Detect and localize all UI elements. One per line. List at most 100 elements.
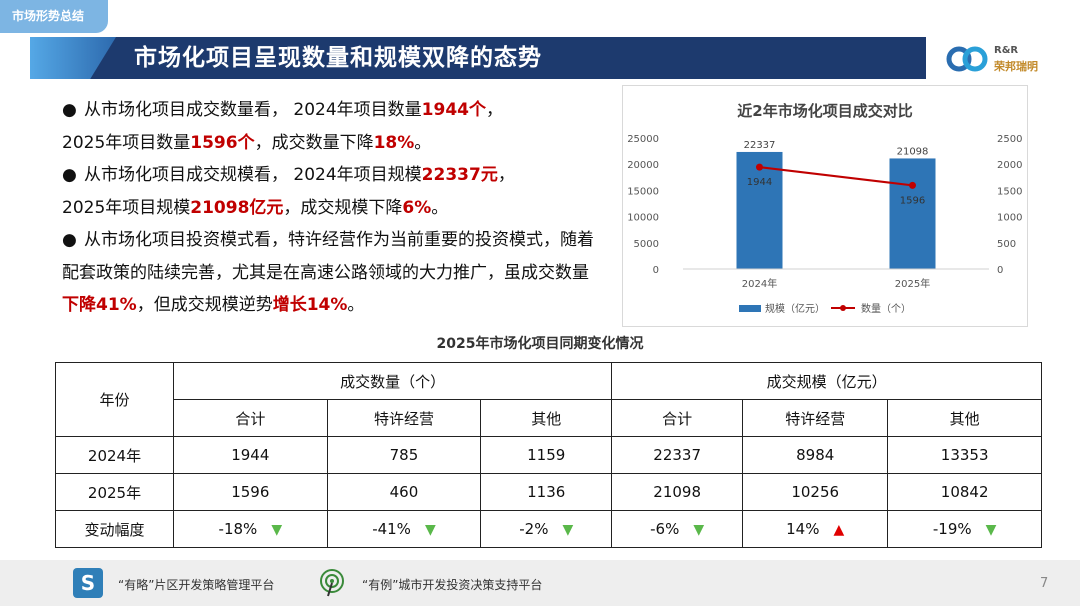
highlight: 21098亿元 [190,197,284,218]
x-axis-tick: 2025年 [895,277,930,290]
bar [889,158,936,269]
group-header-scale: 成交规模（亿元） [611,362,1042,400]
change-cell: -6% ▼ [611,510,744,548]
series-line [759,166,913,187]
table-cell: 1136 [480,473,613,511]
left-axis-tick: 0 [653,265,659,276]
table-subheader-row: 合计 特许经营 其他 合计 特许经营 其他 [56,399,1042,437]
down-arrow-icon: ▼ [271,522,283,538]
bullet-text: ，但成交规模逆势 [136,295,273,315]
change-value: 14% [786,520,820,538]
right-axis-tick: 0 [997,265,1003,276]
platform-link-youlue[interactable]: “有略”片区开发策略管理平台 [118,578,275,592]
right-axis-tick: 500 [997,239,1016,250]
subheader: 特许经营 [742,399,889,437]
left-axis-tick: 20000 [627,160,659,171]
youlue-platform-icon[interactable]: S [73,568,103,598]
subheader: 特许经营 [326,399,482,437]
change-cell: -19% ▼ [887,510,1042,548]
highlight: 下降41% [62,295,137,315]
chart-panel: 近2年市场化项目成交对比 0 5000 10000 15000 20000 25000 0 50… [622,85,1028,327]
line-data-label: 1596 [900,195,925,206]
comparison-chart: 近2年市场化项目成交对比 0 5000 10000 15000 20000 25000 0 50… [627,102,1022,315]
youli-platform-icon[interactable] [318,569,346,597]
legend-label: 数量（个） [861,302,911,315]
table-cell: 1159 [480,436,613,474]
highlight: 1944个 [421,100,486,120]
row-year: 2024年 [55,436,174,474]
page-title: 市场化项目呈现数量和规模双降的态势 [134,45,542,71]
down-arrow-icon: ▼ [562,522,574,538]
subheader: 其他 [480,399,613,437]
bullet-text: 。 [431,197,449,218]
logo-text-en: R&R [994,45,1019,56]
bullet-text: 从市场化项目成交规模看， 2024年项目规模 [84,165,422,185]
legend-swatch-marker [840,305,846,311]
line-point [756,163,763,171]
bullet-text: ，成交数量下降 [254,132,374,153]
right-axis-tick: 2000 [997,160,1022,171]
line-point [909,181,916,189]
table-title: 2025年市场化项目同期变化情况 [436,336,644,352]
table-cell: 1944 [173,436,328,474]
row-year: 2025年 [55,473,174,511]
bullet-dot-icon: ● [62,230,77,250]
x-axis-tick: 2024年 [742,277,777,290]
group-header-count: 成交数量（个） [172,362,613,400]
bullet-text: 2025年项目数量 [62,132,191,153]
table-cell: 21098 [611,473,744,511]
left-axis-tick: 15000 [627,186,659,197]
logo-icon [946,46,988,72]
highlight: 增长14% [272,295,348,315]
bullet-text: ，成交规模下降 [283,197,403,218]
left-axis-tick: 5000 [634,239,659,250]
change-value: -6% [650,520,680,538]
up-arrow-icon: ▲ [833,522,845,538]
table-cell: 10256 [742,473,889,511]
bullet-text: 。 [347,295,365,315]
right-axis-tick: 1500 [997,186,1022,197]
bullet-text: 。 [414,132,432,153]
change-cell: -41% ▼ [326,510,482,548]
legend-swatch-bars [739,305,761,312]
table-cell: 22337 [611,436,744,474]
bullet-text: 2025年项目规模 [62,197,191,218]
highlight: 6% [402,197,432,218]
svg-text:S: S [81,571,95,595]
subheader: 合计 [173,399,328,437]
table-row: 2024年 1944 785 1159 22337 8984 13353 [55,436,1042,474]
line-data-label: 1944 [747,177,772,188]
platform-link-youli[interactable]: “有例”城市开发投资决策支持平台 [362,578,543,592]
subheader: 合计 [611,399,744,437]
table-cell: 1596 [173,473,328,511]
change-cell: -2% ▼ [480,510,613,548]
logo-text-cn: 荣邦瑞明 [994,60,1038,73]
footer-bar [0,560,1080,606]
bar-data-label: 21098 [897,146,929,157]
down-arrow-icon: ▼ [985,522,997,538]
down-arrow-icon: ▼ [693,522,705,538]
highlight: 18% [373,132,415,153]
table-row: 2025年 1596 460 1136 21098 10256 10842 [55,473,1042,511]
change-value: -18% [218,520,258,538]
table-cell: 13353 [887,436,1042,474]
change-value: -19% [932,520,972,538]
change-cell: 14% ▲ [742,510,889,548]
table-cell: 8984 [742,436,889,474]
bullet-dot-icon: ● [62,100,77,120]
bullet-text: 从市场化项目投资模式看，特许经营作为当前重要的投资模式，随着配套政策的陆续完善，… [62,230,594,283]
bullet-item-count: ● 从市场化项目成交数量看， 2024年项目数量1944个， 2025年项目数量15… [62,94,602,159]
table-cell: 460 [326,473,482,511]
year-header: 年份 [55,362,174,437]
change-cell: -18% ▼ [173,510,328,548]
highlight: 22337元 [421,165,498,185]
row-change-label: 变动幅度 [55,510,174,548]
bar-data-label: 22337 [744,140,776,151]
title-bar [32,37,926,79]
table-cell: 785 [326,436,482,474]
bullet-item-scale: ● 从市场化项目成交规模看， 2024年项目规模22337元， 2025年项目规模2… [62,159,602,224]
company-logo: R&R 荣邦瑞明 [944,42,1070,76]
subheader: 其他 [887,399,1042,437]
chart-title: 近2年市场化项目成交对比 [737,102,912,120]
right-axis-tick: 2500 [997,134,1022,145]
